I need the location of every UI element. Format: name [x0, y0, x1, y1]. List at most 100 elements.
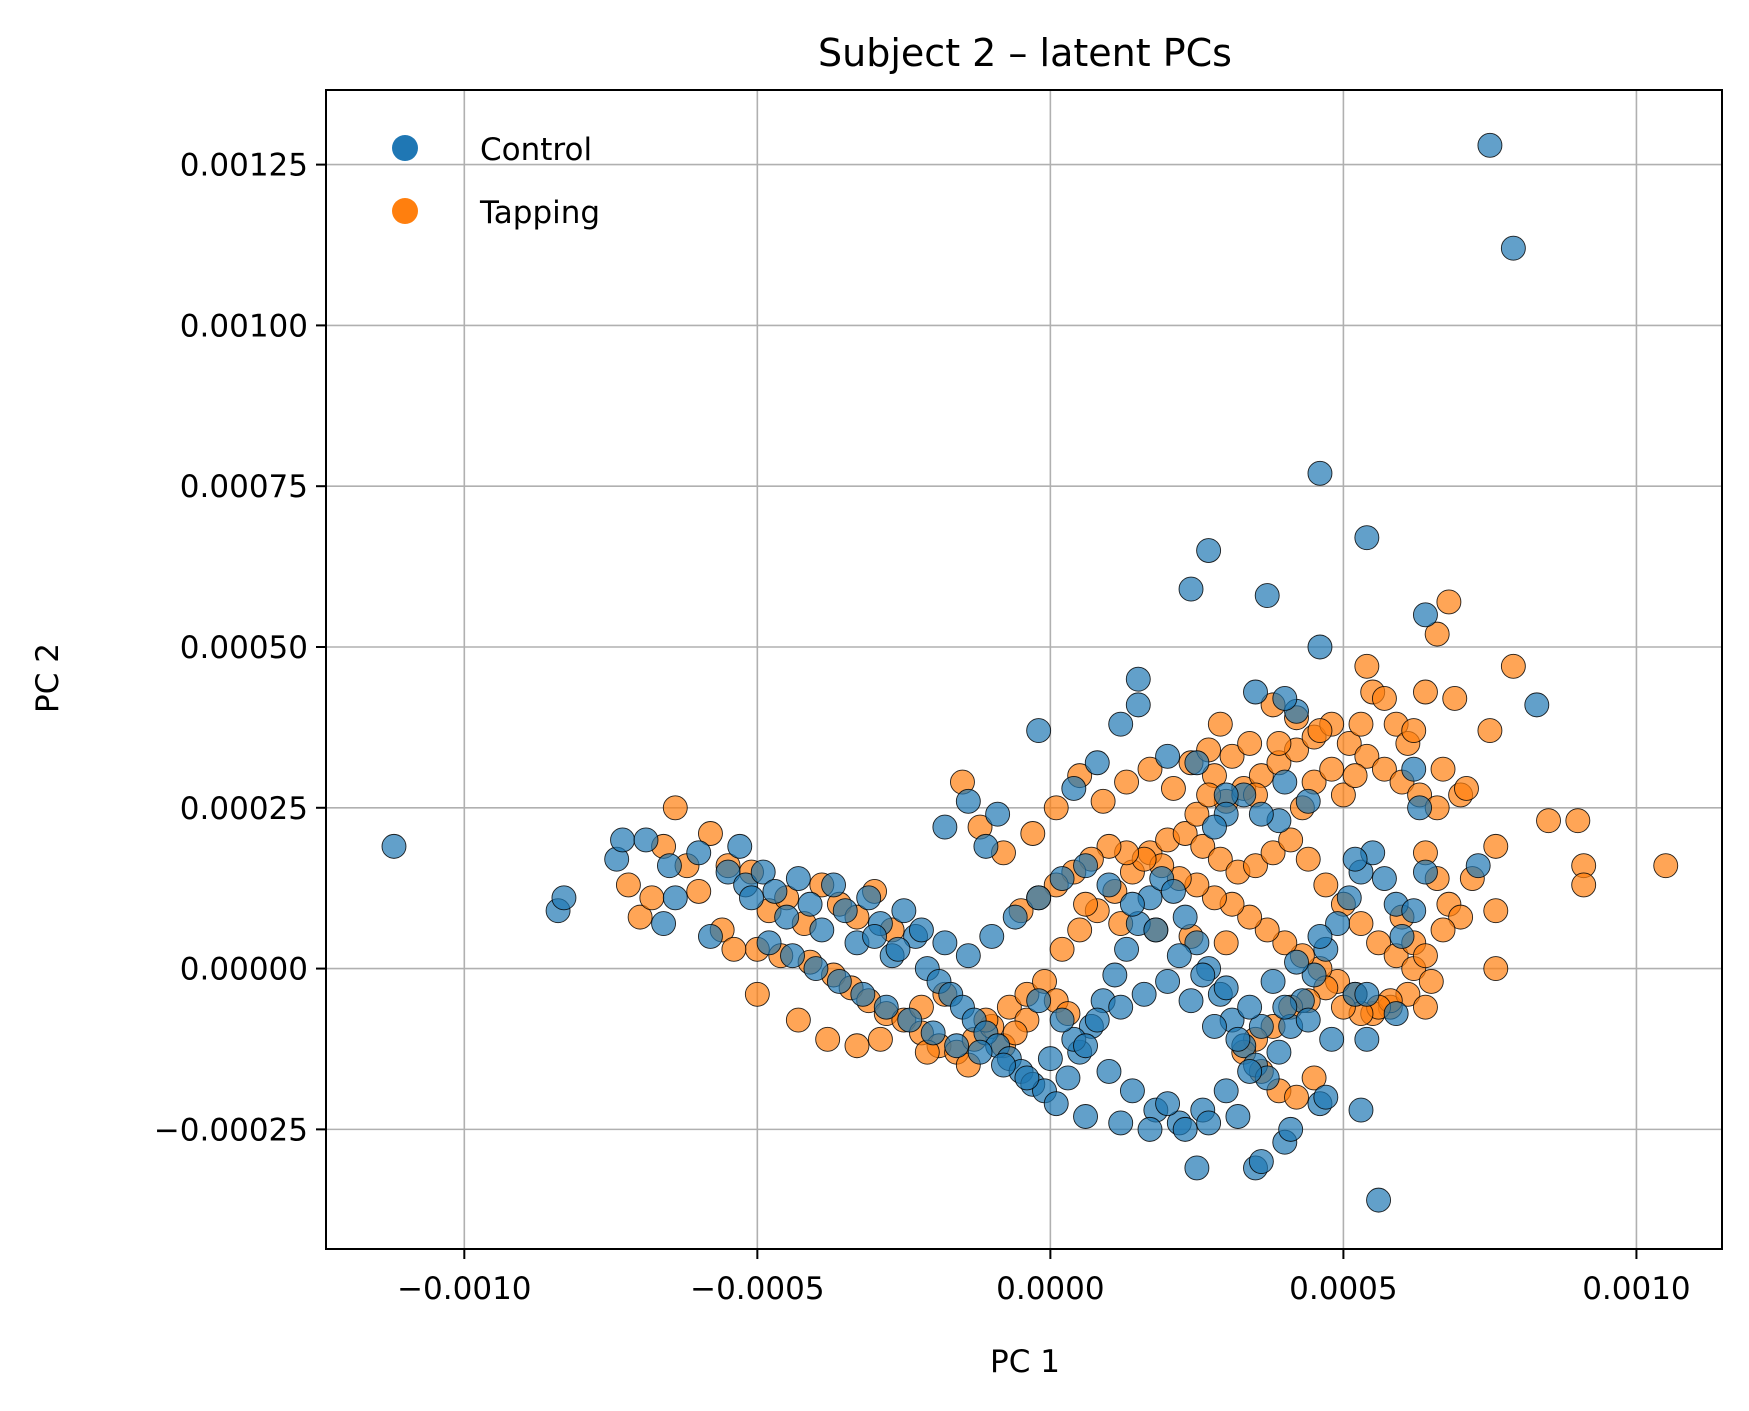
data-point-control	[1278, 1116, 1304, 1142]
data-point-control	[1014, 1065, 1040, 1091]
data-point-control	[1477, 132, 1503, 158]
data-point-control	[1284, 949, 1309, 975]
data-point-control	[1401, 898, 1427, 924]
data-point-control	[1354, 1026, 1380, 1052]
data-point-control	[762, 878, 788, 904]
data-point-control	[908, 917, 934, 943]
data-point-tapping	[1002, 1020, 1028, 1046]
data-point-tapping	[1430, 756, 1456, 782]
data-point-tapping	[1348, 711, 1374, 737]
data-point-control	[698, 923, 723, 949]
data-point-tapping	[1442, 685, 1468, 711]
data-point-control	[727, 833, 753, 859]
data-point-tapping	[1243, 853, 1268, 879]
data-point-control	[1184, 930, 1210, 956]
data-point-tapping	[1366, 930, 1392, 956]
data-point-tapping	[1184, 801, 1210, 827]
data-point-control	[985, 801, 1011, 827]
data-point-control	[1196, 538, 1222, 563]
y-axis-ticks: −0.00025 0.00000 0.00025 0.00050 0.00075 0.00…	[154, 148, 326, 1148]
data-point-tapping	[1653, 853, 1679, 879]
data-point-control	[1301, 962, 1327, 988]
data-point-control	[756, 930, 782, 956]
data-point-tapping	[1483, 956, 1509, 982]
data-point-tapping	[1401, 718, 1427, 744]
data-point-tapping	[1114, 769, 1140, 795]
data-point-control	[803, 956, 829, 982]
data-point-control	[1125, 692, 1151, 718]
data-point-control	[633, 827, 659, 853]
data-point-control	[897, 1007, 923, 1033]
data-point-control	[1143, 917, 1169, 943]
data-point-tapping	[1413, 679, 1438, 705]
y-tick-label: 0.00125	[180, 148, 308, 184]
data-point-control	[1254, 583, 1280, 608]
data-point-control	[979, 923, 1005, 949]
data-point-tapping	[1049, 936, 1075, 962]
data-point-control	[1172, 904, 1198, 930]
data-point-tapping	[1354, 743, 1380, 769]
data-point-tapping	[1319, 756, 1345, 782]
data-point-control	[381, 833, 407, 859]
data-point-tapping	[1284, 1084, 1309, 1110]
data-point-control	[1248, 1014, 1274, 1039]
data-point-tapping	[1565, 808, 1591, 834]
y-tick-label: 0.00100	[180, 308, 308, 344]
data-point-tapping	[1483, 898, 1509, 924]
data-point-control	[1325, 911, 1350, 937]
data-point-control	[1213, 975, 1239, 1001]
data-point-control	[1131, 981, 1157, 1007]
data-point-control	[1225, 1104, 1251, 1129]
data-point-tapping	[1172, 821, 1198, 846]
data-point-tapping	[1090, 788, 1116, 814]
data-point-tapping	[1313, 872, 1339, 898]
data-point-control	[1295, 1007, 1321, 1033]
data-point-tapping	[1477, 718, 1503, 744]
data-point-control	[1108, 994, 1134, 1020]
data-point-control	[1119, 1078, 1145, 1104]
data-point-control	[715, 859, 741, 885]
data-point-tapping	[1342, 763, 1368, 789]
data-point-tapping	[1073, 891, 1098, 917]
data-point-control	[1073, 1104, 1098, 1129]
data-point-control	[1500, 235, 1526, 261]
data-point-control	[1260, 968, 1286, 994]
data-point-control	[656, 853, 682, 879]
data-point-tapping	[1371, 756, 1397, 782]
data-point-control	[1248, 1149, 1274, 1174]
data-point-control	[826, 968, 852, 994]
data-point-control	[955, 943, 981, 969]
data-point-tapping	[1067, 917, 1093, 943]
data-point-tapping	[1413, 943, 1438, 969]
data-point-control	[1172, 1116, 1198, 1142]
data-point-control	[1354, 981, 1380, 1007]
legend-marker-control	[392, 135, 418, 161]
data-point-control	[1237, 1059, 1263, 1084]
data-point-tapping	[785, 1007, 811, 1033]
data-point-control	[1202, 814, 1227, 840]
data-point-control	[1319, 1026, 1345, 1052]
data-point-control	[1465, 853, 1491, 879]
data-point-tapping	[1571, 872, 1597, 898]
data-point-tapping	[1237, 904, 1263, 930]
data-point-tapping	[1424, 621, 1450, 647]
data-point-tapping	[1207, 846, 1233, 872]
data-point-tapping	[1536, 808, 1561, 834]
data-point-tapping	[1096, 833, 1122, 859]
data-point-control	[739, 885, 764, 911]
data-point-control	[821, 872, 846, 898]
data-point-tapping	[721, 936, 747, 962]
data-point-tapping	[639, 885, 665, 911]
data-point-tapping	[1418, 968, 1444, 994]
data-point-control	[856, 885, 882, 911]
data-point-control	[1307, 460, 1333, 486]
data-point-tapping	[1413, 994, 1438, 1020]
data-point-control	[1084, 1007, 1110, 1033]
x-tick-label: 0.0005	[1289, 1271, 1397, 1307]
data-point-tapping	[1295, 846, 1321, 872]
data-point-control	[1202, 1014, 1227, 1039]
data-point-control	[1243, 679, 1268, 705]
grid	[326, 90, 1722, 1249]
data-point-tapping	[1213, 930, 1239, 956]
